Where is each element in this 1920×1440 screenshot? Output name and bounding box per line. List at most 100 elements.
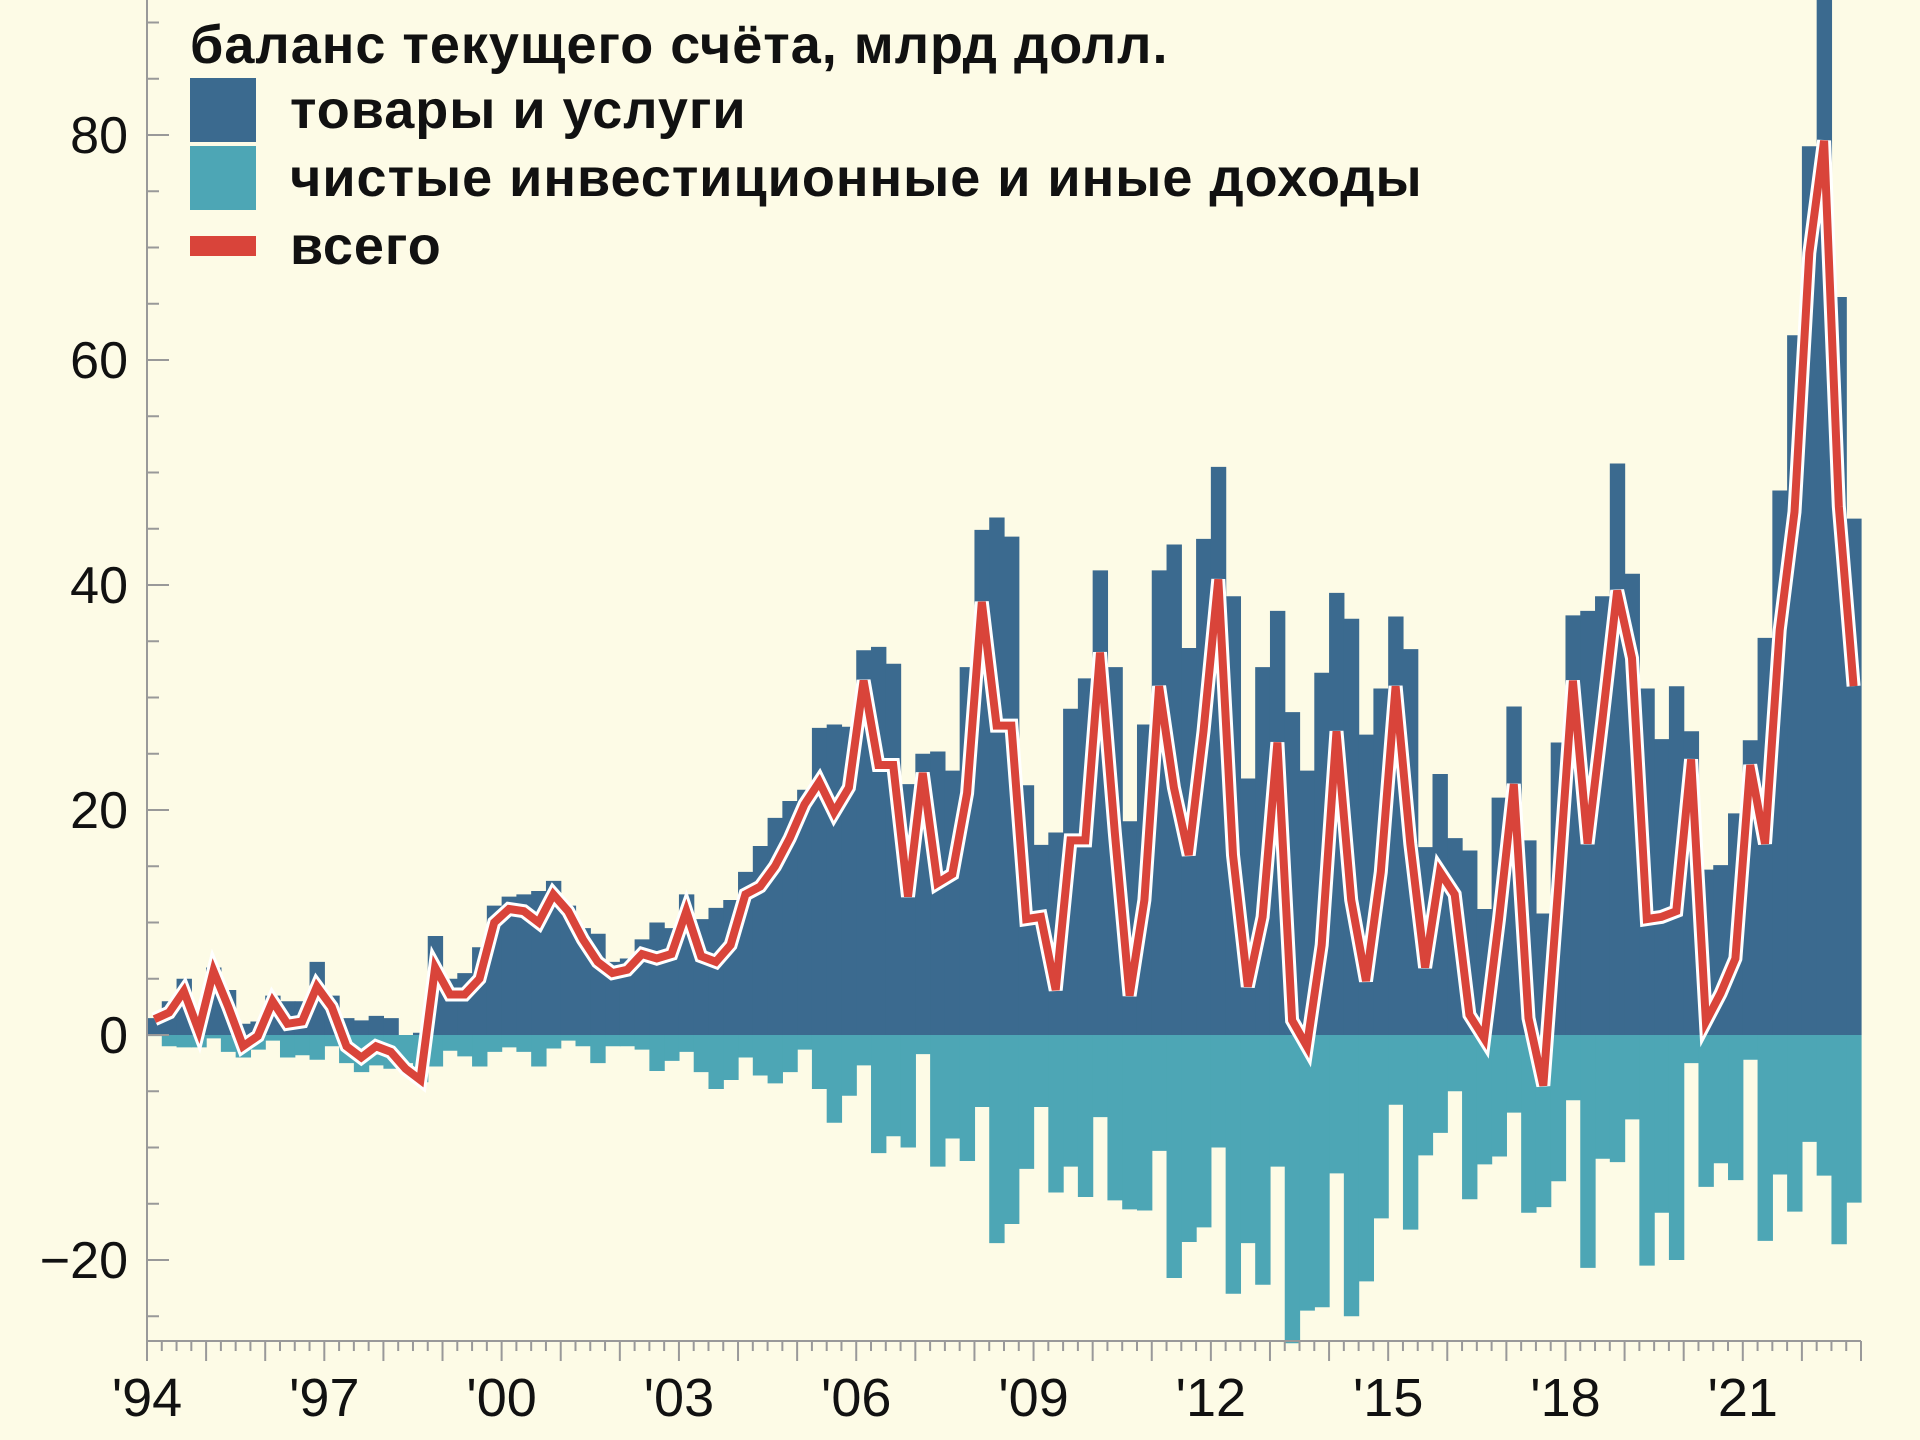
- income-bar: [871, 1035, 887, 1154]
- income-bar: [1624, 1035, 1640, 1120]
- income-bar: [516, 1035, 532, 1052]
- goods-bar: [516, 894, 532, 1035]
- income-bar: [1166, 1035, 1182, 1278]
- income-bar: [279, 1035, 296, 1058]
- income-bar: [1609, 1035, 1626, 1163]
- goods-bar: [501, 896, 517, 1035]
- income-bar: [1225, 1035, 1242, 1294]
- income-bar: [752, 1035, 769, 1076]
- income-bar: [915, 1035, 931, 1055]
- legend-swatch-total: [190, 236, 256, 256]
- income-bar: [1728, 1035, 1744, 1181]
- income-bar: [1284, 1035, 1301, 1344]
- goods-bar: [885, 663, 902, 1035]
- income-bar: [575, 1035, 591, 1047]
- y-tick-label: 40: [70, 557, 128, 615]
- income-bar: [1846, 1035, 1862, 1203]
- income-bar: [1831, 1035, 1847, 1245]
- income-bar: [1447, 1035, 1463, 1092]
- income-bar: [1329, 1035, 1345, 1174]
- income-bar: [1654, 1035, 1670, 1213]
- income-bar: [1343, 1035, 1360, 1317]
- income-bar: [1521, 1035, 1537, 1213]
- income-bar: [930, 1035, 946, 1167]
- legend-item-income: чистые инвестиционные и иные доходы: [190, 144, 1423, 212]
- goods-bar: [708, 907, 724, 1035]
- income-bar: [900, 1035, 916, 1148]
- income-bar: [1107, 1035, 1123, 1201]
- income-bar: [324, 1035, 340, 1047]
- goods-bar: [1299, 770, 1315, 1035]
- income-bar: [1698, 1035, 1714, 1187]
- y-tick-label: 20: [70, 782, 128, 840]
- income-bar: [560, 1035, 577, 1041]
- income-bar: [1299, 1035, 1315, 1311]
- income-bar: [811, 1035, 828, 1089]
- income-bar: [1018, 1035, 1035, 1169]
- income-bar: [1210, 1035, 1227, 1148]
- total-line-group: [151, 139, 1861, 1093]
- income-bar: [1491, 1035, 1507, 1157]
- income-bar: [1713, 1035, 1729, 1164]
- income-bar: [1048, 1035, 1064, 1193]
- legend: баланс текущего счёта, млрд долл. товары…: [190, 14, 1423, 280]
- income-bar: [1565, 1035, 1581, 1101]
- income-bar: [590, 1035, 606, 1064]
- income-bar: [1151, 1035, 1168, 1151]
- income-bar: [161, 1035, 178, 1047]
- income-bar: [767, 1035, 783, 1084]
- income-bar: [294, 1035, 311, 1056]
- income-bar: [309, 1035, 325, 1060]
- income-bar: [1417, 1035, 1434, 1156]
- income-bar: [1196, 1035, 1212, 1228]
- income-bar: [634, 1035, 650, 1050]
- total-line: [152, 140, 1858, 1088]
- goods-bar: [605, 961, 621, 1035]
- income-bar: [989, 1035, 1005, 1244]
- income-bar: [1757, 1035, 1773, 1241]
- income-bar: [782, 1035, 798, 1073]
- income-bar: [1580, 1035, 1596, 1268]
- income-bar: [1742, 1035, 1759, 1060]
- income-bar: [1136, 1035, 1153, 1211]
- income-bar: [1668, 1035, 1685, 1260]
- goods-bar: [1654, 739, 1670, 1035]
- goods-bar: [797, 789, 813, 1035]
- income-bar: [1388, 1035, 1404, 1105]
- income-bar: [1373, 1035, 1389, 1219]
- income-bar: [1269, 1035, 1286, 1167]
- goods-bar: [989, 517, 1005, 1035]
- income-bar: [885, 1035, 902, 1137]
- income-bar: [974, 1035, 990, 1107]
- x-tick-label: '09: [998, 1368, 1068, 1428]
- income-bar: [1595, 1035, 1611, 1159]
- investment-income-bars: [147, 1035, 1862, 1344]
- income-bar: [486, 1035, 503, 1052]
- income-bar: [1402, 1035, 1419, 1230]
- income-bar: [1077, 1035, 1094, 1197]
- goods-bar: [1609, 463, 1626, 1035]
- income-bar: [664, 1035, 680, 1061]
- income-bar: [693, 1035, 710, 1073]
- x-tick-label: '15: [1353, 1368, 1423, 1428]
- income-bar: [738, 1035, 754, 1058]
- x-tick-label: '97: [289, 1368, 359, 1428]
- x-tick-label: '18: [1530, 1368, 1600, 1428]
- income-bar: [1816, 1035, 1833, 1176]
- y-tick-label: 80: [70, 107, 128, 165]
- income-bar: [1787, 1035, 1803, 1212]
- y-tick-label: 0: [99, 1007, 128, 1065]
- income-bar: [1772, 1035, 1788, 1175]
- income-bar: [723, 1035, 739, 1080]
- income-bar: [1255, 1035, 1271, 1285]
- income-bar: [472, 1035, 488, 1067]
- legend-swatch-income: [190, 146, 256, 210]
- goods-bar: [368, 1015, 385, 1035]
- income-bar: [1358, 1035, 1374, 1282]
- income-bar: [1550, 1035, 1567, 1182]
- y-axis-labels: 80 60 40 20 0 −20: [40, 107, 128, 1290]
- y-tick-label: −20: [40, 1232, 128, 1290]
- income-bar: [708, 1035, 724, 1089]
- goods-bar: [1358, 734, 1374, 1035]
